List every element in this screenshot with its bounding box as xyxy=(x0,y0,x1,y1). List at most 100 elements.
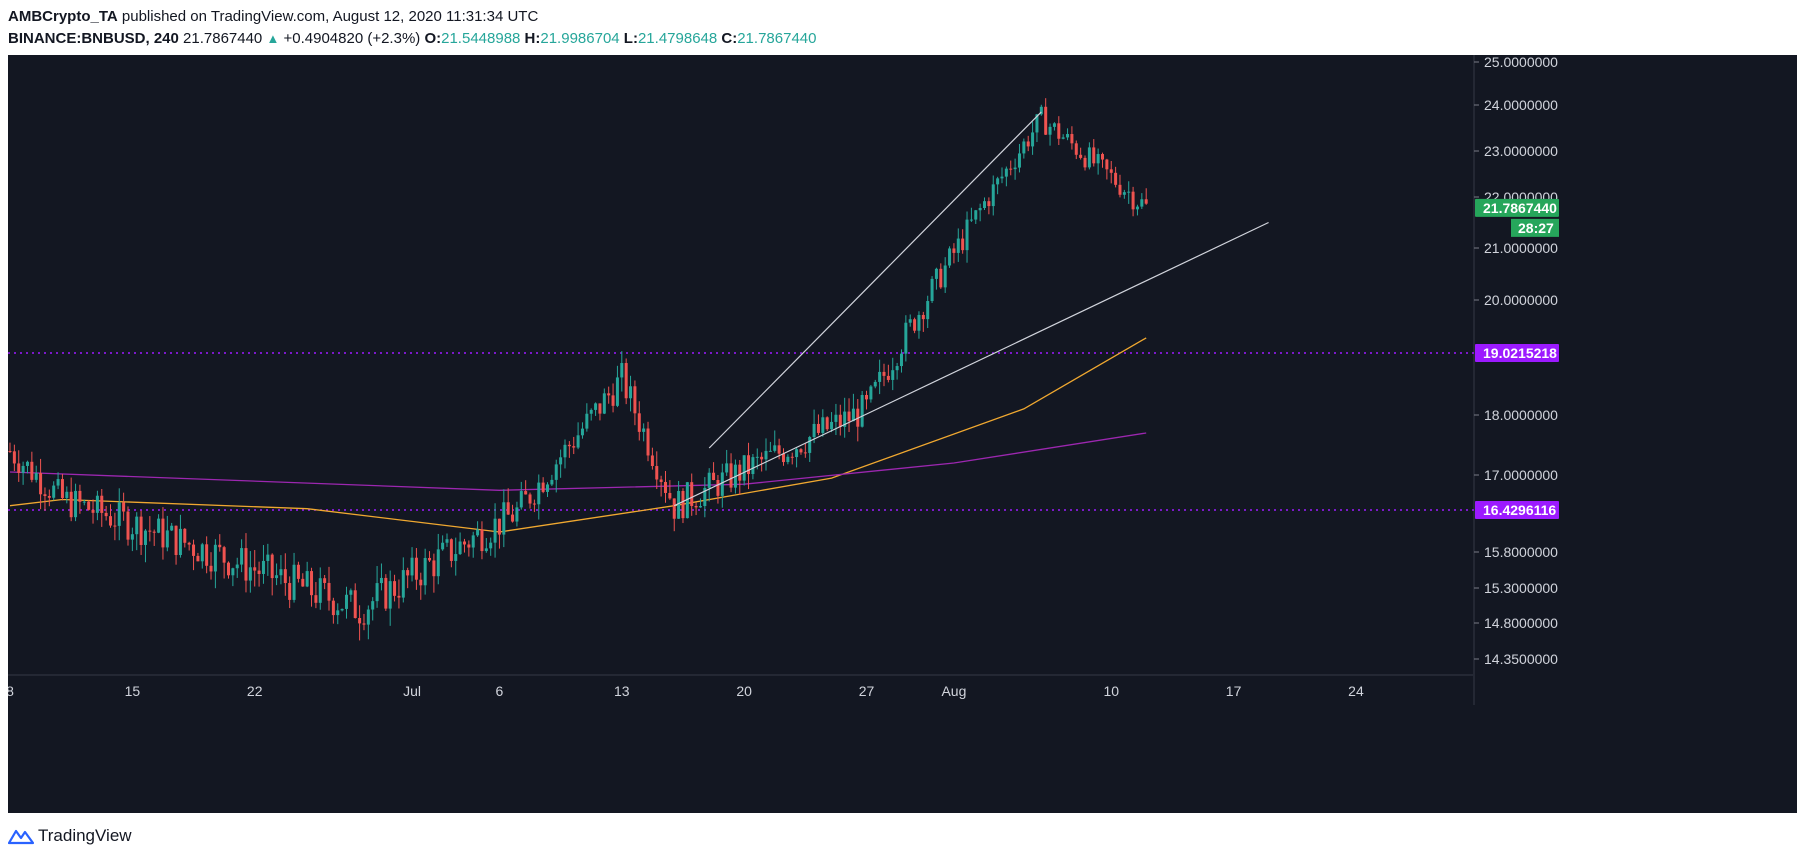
candle-body xyxy=(310,571,314,596)
candle-body xyxy=(1079,154,1083,158)
candle-body xyxy=(178,528,182,556)
candle-body xyxy=(1092,147,1096,164)
candle-body xyxy=(218,544,222,548)
candle-body xyxy=(336,610,340,616)
x-tick-label: 6 xyxy=(496,683,504,699)
candle-body xyxy=(148,530,152,532)
candle-body xyxy=(1044,106,1048,135)
candle-body xyxy=(633,386,637,414)
candle-body xyxy=(917,314,921,331)
candle-body xyxy=(143,530,147,545)
candle-body xyxy=(777,445,781,454)
candle-body xyxy=(506,502,510,515)
candle-body xyxy=(436,549,440,577)
publisher-name[interactable]: AMBCrypto_TA xyxy=(8,8,118,25)
symbol-label: BINANCE:BNBUSD, 240 xyxy=(8,30,179,47)
candle-body xyxy=(1004,168,1008,177)
candle-body xyxy=(1114,172,1118,185)
candle-body xyxy=(921,314,925,320)
y-tick-label: 24.0000000 xyxy=(1484,97,1558,113)
candle-body xyxy=(646,428,650,456)
candle-body xyxy=(371,601,375,610)
last-price-tag-label: 21.7867440 xyxy=(1483,200,1557,216)
y-tick-label: 15.8000000 xyxy=(1484,544,1558,560)
candle-body xyxy=(773,445,777,451)
candle-body xyxy=(961,238,965,251)
candle-body xyxy=(620,363,624,378)
candle-body xyxy=(502,502,506,535)
candle-body xyxy=(668,492,672,499)
tradingview-logo-icon xyxy=(8,829,34,845)
candle-body xyxy=(126,511,130,540)
candle-body xyxy=(838,414,842,427)
price-chart[interactable]: 8 15 22 Jul 6 13 20 27 Aug 10 17 24 25.0000000 24.000… xyxy=(8,55,1797,813)
candle-body xyxy=(694,505,698,508)
candle-body xyxy=(1127,191,1131,193)
candle-body xyxy=(1135,206,1139,210)
candle-body xyxy=(213,544,217,572)
candle-body xyxy=(192,544,196,556)
candle-body xyxy=(598,403,602,414)
candle-body xyxy=(305,571,309,587)
resistance-level-tag xyxy=(1475,344,1559,362)
candle-body xyxy=(677,491,681,519)
candle-body xyxy=(187,542,191,545)
candle-body xyxy=(751,457,755,475)
candle-body xyxy=(462,541,466,545)
candle-body xyxy=(996,178,1000,185)
candle-body xyxy=(712,472,716,481)
candle-body xyxy=(170,525,174,531)
chart-header: AMBCrypto_TA published on TradingView.co… xyxy=(8,6,816,50)
ohlc-line: BINANCE:BNBUSD, 240 21.7867440 ▲ +0.4904… xyxy=(8,28,816,50)
candle-body xyxy=(248,567,252,581)
candle-body xyxy=(572,446,576,448)
candle-body xyxy=(1031,132,1035,147)
last-price-tag xyxy=(1475,198,1559,217)
candle-body xyxy=(362,623,366,625)
chart-panel[interactable]: 8 15 22 Jul 6 13 20 27 Aug 10 17 24 25.0000000 24.000… xyxy=(8,55,1797,813)
candle-body xyxy=(157,518,161,533)
candle-body xyxy=(537,482,541,505)
candle-body xyxy=(690,482,694,506)
candle-body xyxy=(1057,123,1061,139)
support-level-tag-label: 16.4296116 xyxy=(1483,502,1556,518)
candle-body xyxy=(659,479,663,482)
candle-body xyxy=(1017,153,1021,168)
candle-body xyxy=(943,265,947,288)
up-triangle-icon: ▲ xyxy=(266,31,280,46)
candle-body xyxy=(235,564,239,569)
candle-body xyxy=(30,461,34,480)
candle-body xyxy=(467,544,471,548)
candle-body xyxy=(882,371,886,376)
candle-body xyxy=(795,449,799,458)
candle-body xyxy=(519,491,523,508)
candle-body xyxy=(493,518,497,543)
candle-body xyxy=(865,394,869,400)
candle-body xyxy=(17,463,21,473)
candle-body xyxy=(331,600,335,616)
low-label: L: xyxy=(623,30,638,47)
candle-body xyxy=(34,473,38,480)
candle-body xyxy=(1118,184,1122,195)
x-tick-label: 24 xyxy=(1348,683,1364,699)
candle-body xyxy=(423,557,427,586)
candle-body xyxy=(515,507,519,522)
candle-body xyxy=(703,487,707,507)
candle-body xyxy=(419,579,423,586)
candle-body xyxy=(860,394,864,427)
candle-body xyxy=(21,465,25,473)
candle-body xyxy=(821,417,825,433)
candle-body xyxy=(576,435,580,448)
published-text: published on TradingView.com, August 12,… xyxy=(121,8,539,25)
countdown-tag-label: 28:27 xyxy=(1518,220,1554,236)
candle-body xyxy=(327,582,331,601)
tradingview-footer[interactable]: TradingView xyxy=(8,826,132,846)
candle-body xyxy=(812,423,816,438)
candle-body xyxy=(266,554,270,561)
candle-body xyxy=(1140,199,1144,207)
y-tick-label: 25.0000000 xyxy=(1484,55,1558,70)
trendline xyxy=(708,111,1042,449)
candle-body xyxy=(760,456,764,460)
y-tick-label: 17.0000000 xyxy=(1484,467,1558,483)
candle-body xyxy=(209,565,213,572)
